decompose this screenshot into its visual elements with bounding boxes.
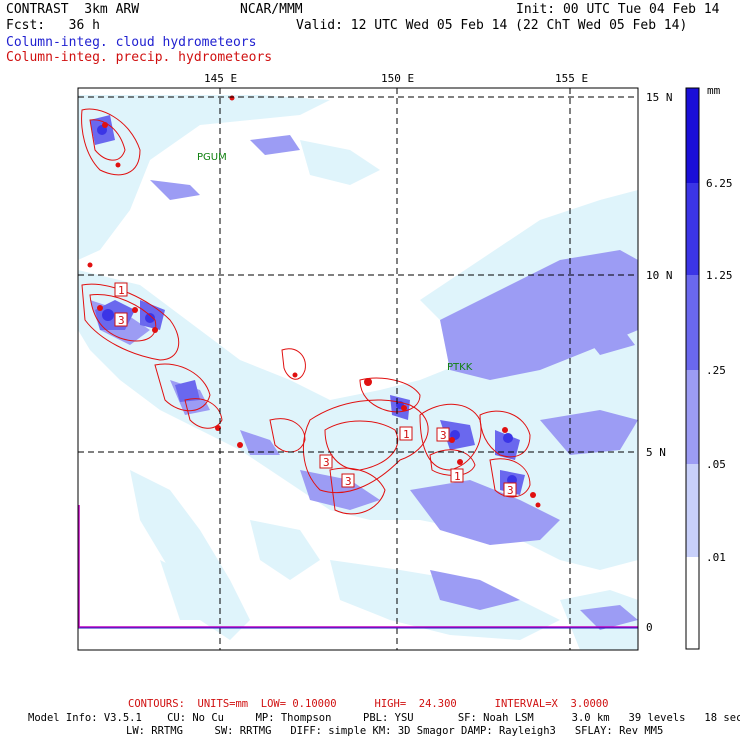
valid-time: Valid: 12 UTC Wed 05 Feb 14 (22 ChT Wed … [296, 18, 688, 33]
station-label-pgum: PGUM [197, 152, 227, 163]
lat-label-15n: 15 N [646, 91, 673, 104]
contour-label: 3 [118, 314, 125, 327]
contour-label: 1 [454, 470, 461, 483]
field-precip-label: Column-integ. precip. hydrometeors [6, 50, 273, 65]
init-time: Init: 00 UTC Tue 04 Feb 14 [516, 2, 720, 17]
colorbar-label-1-25: 1.25 [706, 269, 733, 282]
colorbar-label-005: .05 [706, 458, 726, 471]
field-cloud-label: Column-integ. cloud hydrometeors [6, 35, 257, 50]
contour-label: 1 [403, 428, 410, 441]
contour-label: 3 [345, 475, 352, 488]
lon-label-150: 150 E [381, 72, 414, 85]
model-title: CONTRAST 3km ARW [6, 2, 140, 17]
colorbar-unit: mm [707, 84, 721, 97]
station-label-ptkk: PTKK [447, 362, 473, 373]
colorbar-label-001: .01 [706, 551, 726, 564]
lat-label-5n: 5 N [646, 446, 666, 459]
contour-label: 1 [118, 284, 125, 297]
lat-label-0: 0 [646, 621, 653, 634]
graticule [78, 88, 638, 650]
contour-label: 3 [507, 484, 514, 497]
forecast-hour: Fcst: 36 h [6, 18, 100, 33]
contour-label: 3 [323, 456, 330, 469]
contour-label: 3 [440, 429, 447, 442]
map-frame [77, 87, 639, 651]
model-info-line1: Model Info: V3.5.1 CU: No Cu MP: Thompso… [28, 712, 740, 724]
lat-label-10n: 10 N [646, 269, 673, 282]
contour-label-boxes [114, 282, 517, 497]
colorbar-label-6-25: 6.25 [706, 177, 733, 190]
colorbar: mm 6.25 1.25 .25 .05 .01 [685, 84, 733, 650]
contour-label-texts: 1 3 1 3 3 3 1 3 [118, 284, 514, 497]
cloud-field [78, 95, 638, 650]
lon-label-155: 155 E [555, 72, 588, 85]
lon-label-145: 145 E [204, 72, 237, 85]
center-title: NCAR/MMM [240, 2, 303, 17]
colorbar-label-025: .25 [706, 364, 726, 377]
model-info-line2: LW: RRTMG SW: RRTMG DIFF: simple KM: 3D … [126, 725, 664, 737]
contours-info: CONTOURS: UNITS=mm LOW= 0.10000 HIGH= 24… [128, 698, 609, 710]
